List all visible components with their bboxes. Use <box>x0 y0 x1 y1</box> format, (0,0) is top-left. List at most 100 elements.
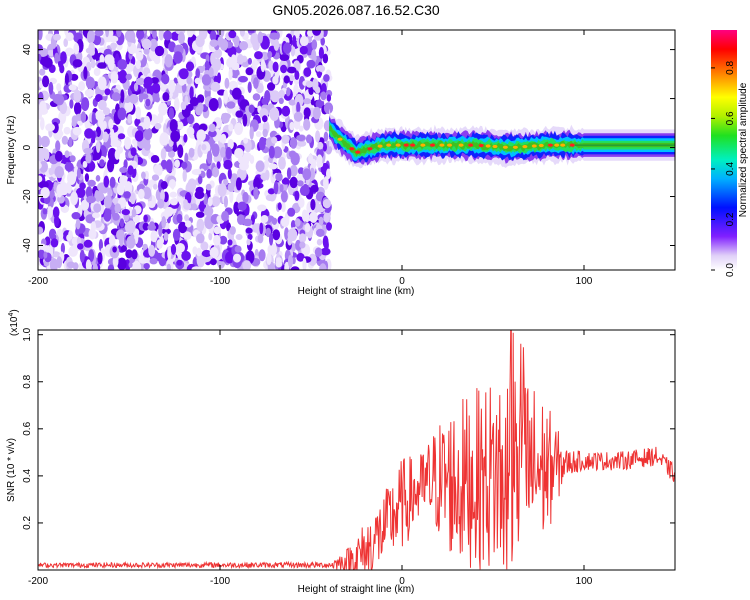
noise-speck <box>164 54 173 68</box>
noise-speck <box>153 183 158 190</box>
noise-speck <box>107 187 112 197</box>
noise-speck <box>108 134 119 147</box>
signal-hot-spot <box>522 145 528 149</box>
noise-speck <box>312 30 322 36</box>
noise-speck <box>73 102 82 115</box>
noise-speck <box>56 184 63 198</box>
noise-speck <box>114 203 122 214</box>
noise-speck <box>310 198 316 211</box>
noise-speck <box>60 51 67 64</box>
noise-speck <box>104 54 115 65</box>
noise-speck <box>237 201 247 211</box>
noise-speck <box>322 53 329 64</box>
noise-speck <box>68 84 77 91</box>
noise-speck <box>116 30 122 38</box>
noise-speck <box>151 77 159 84</box>
noise-speck <box>83 147 93 155</box>
signal-hot-spot <box>420 143 426 147</box>
noise-speck <box>147 224 157 231</box>
snr-y-multiplier: (x104) <box>8 309 20 336</box>
noise-speck <box>38 53 42 62</box>
noise-speck <box>40 187 50 199</box>
noise-speck <box>299 241 306 249</box>
noise-speck <box>257 123 265 131</box>
signal-hot-spot <box>502 145 508 149</box>
noise-speck <box>119 175 128 186</box>
colorbar-tick-label: 0.8 <box>725 61 736 75</box>
noise-speck <box>308 85 314 96</box>
noise-speck <box>281 178 290 185</box>
noise-speck <box>116 229 125 241</box>
noise-speck <box>294 190 300 201</box>
noise-speck <box>43 57 53 69</box>
noise-speck <box>195 35 205 48</box>
noise-speck <box>289 176 298 189</box>
noise-speck <box>317 71 322 79</box>
noise-speck <box>84 173 89 182</box>
noise-speck <box>117 59 128 70</box>
noise-speck <box>323 74 330 82</box>
noise-speck <box>250 33 260 46</box>
noise-speck <box>88 42 95 56</box>
noise-speck <box>90 221 97 233</box>
noise-speck <box>214 58 222 71</box>
noise-speck <box>125 73 132 81</box>
noise-speck <box>127 165 134 176</box>
noise-speck <box>118 69 128 84</box>
noise-speck <box>185 61 195 72</box>
noise-speck <box>136 30 145 40</box>
noise-speck <box>253 177 261 190</box>
signal-hot-spot <box>430 143 435 147</box>
noise-speck <box>260 59 266 73</box>
noise-speck <box>135 106 141 120</box>
noise-speck <box>268 60 274 71</box>
noise-speck <box>86 195 96 204</box>
noise-speck <box>128 206 133 217</box>
noise-speck <box>194 77 201 85</box>
noise-speck <box>39 68 46 76</box>
noise-speck <box>271 136 278 144</box>
noise-speck <box>168 107 175 120</box>
noise-speck <box>159 132 169 146</box>
spectrogram-x-tick-label: 0 <box>399 276 405 287</box>
noise-speck <box>123 191 131 199</box>
noise-speck <box>143 214 148 223</box>
noise-speck <box>153 164 163 175</box>
noise-speck <box>47 206 53 219</box>
noise-speck <box>290 44 296 57</box>
noise-speck <box>104 88 111 96</box>
noise-speck <box>260 215 269 223</box>
noise-speck <box>309 167 316 181</box>
snr-x-tick-label: -200 <box>28 576 48 587</box>
colorbar-tick-label: 0.0 <box>725 263 736 277</box>
noise-speck <box>38 243 46 250</box>
noise-speck <box>83 239 93 248</box>
noise-speck <box>86 30 95 44</box>
noise-speck <box>279 184 284 193</box>
noise-speck <box>117 133 126 140</box>
noise-speck <box>305 209 310 223</box>
noise-speck <box>296 252 305 262</box>
noise-speck <box>131 138 138 145</box>
noise-speck <box>204 60 210 69</box>
noise-speck <box>247 30 255 34</box>
noise-speck <box>311 39 318 50</box>
noise-speck <box>196 129 206 142</box>
noise-speck <box>38 181 49 189</box>
noise-speck <box>125 249 133 259</box>
spectrogram-x-tick-label: -100 <box>210 276 230 287</box>
noise-speck <box>79 249 85 263</box>
noise-speck <box>103 107 111 116</box>
noise-speck <box>294 218 301 227</box>
noise-speck <box>258 249 266 262</box>
noise-speck <box>96 192 105 202</box>
noise-speck <box>296 140 307 147</box>
noise-speck <box>235 234 243 240</box>
noise-speck <box>315 99 325 109</box>
noise-speck <box>316 228 325 237</box>
spectrogram-y-tick-label: 20 <box>22 93 33 105</box>
noise-speck <box>277 202 282 211</box>
noise-speck <box>50 238 59 248</box>
noise-speck <box>38 249 45 259</box>
signal-hot-spot <box>468 143 474 147</box>
